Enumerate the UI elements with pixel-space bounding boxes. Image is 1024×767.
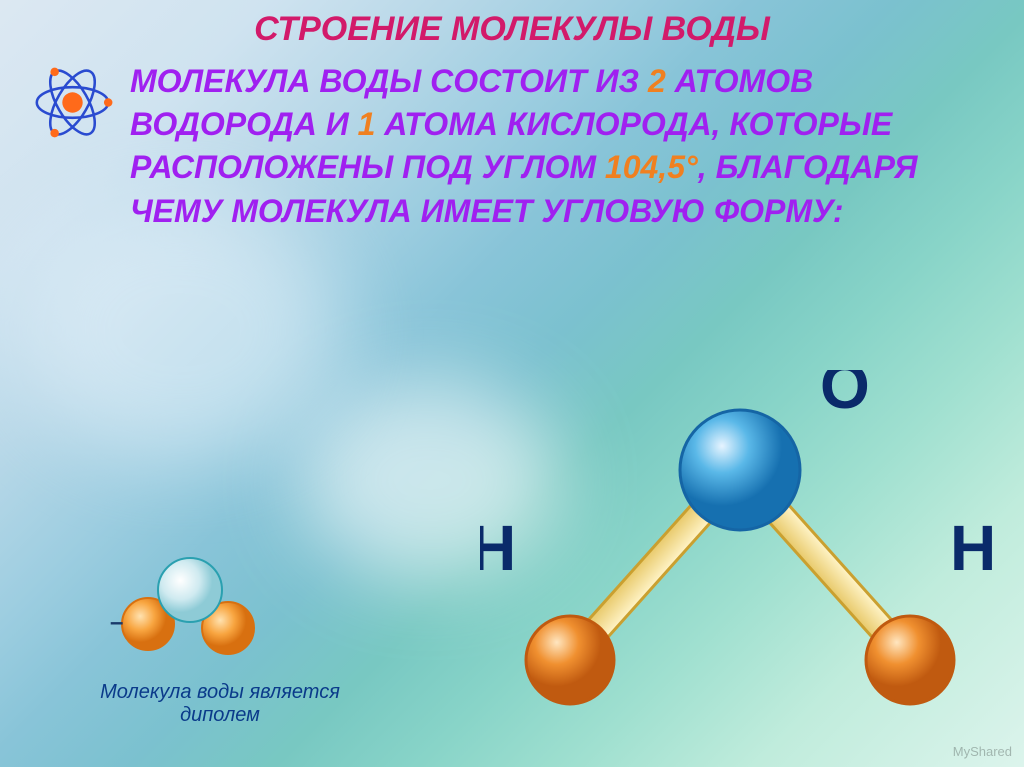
watermark: MyShared bbox=[953, 744, 1012, 759]
caption-line1: Молекула воды является bbox=[100, 681, 340, 703]
title-text: СТРОЕНИЕ МОЛЕКУЛЫ ВОДЫ bbox=[254, 10, 770, 48]
small-molecule-diagram: – bbox=[110, 550, 270, 660]
svg-text:O: O bbox=[820, 370, 870, 422]
slide-title: СТРОЕНИЕ МОЛЕКУЛЫ ВОДЫ bbox=[0, 10, 1024, 49]
caption-line2: диполем bbox=[180, 704, 260, 726]
body-num2: 1 bbox=[358, 106, 376, 142]
big-molecule-diagram: O Н Н bbox=[480, 370, 1000, 750]
caption: Молекула воды является диполем bbox=[80, 681, 360, 727]
body-prefix: МОЛЕКУЛА ВОДЫ СОСТОИТ ИЗ bbox=[130, 63, 648, 99]
body-text: МОЛЕКУЛА ВОДЫ СОСТОИТ ИЗ 2 АТОМОВ ВОДОРО… bbox=[130, 60, 984, 233]
svg-text:Н: Н bbox=[480, 512, 516, 584]
body-angle: 104,5° bbox=[605, 149, 698, 185]
atom-icon bbox=[30, 60, 115, 145]
svg-text:Н: Н bbox=[950, 512, 996, 584]
body-num1: 2 bbox=[648, 63, 666, 99]
svg-text:–: – bbox=[110, 609, 123, 636]
